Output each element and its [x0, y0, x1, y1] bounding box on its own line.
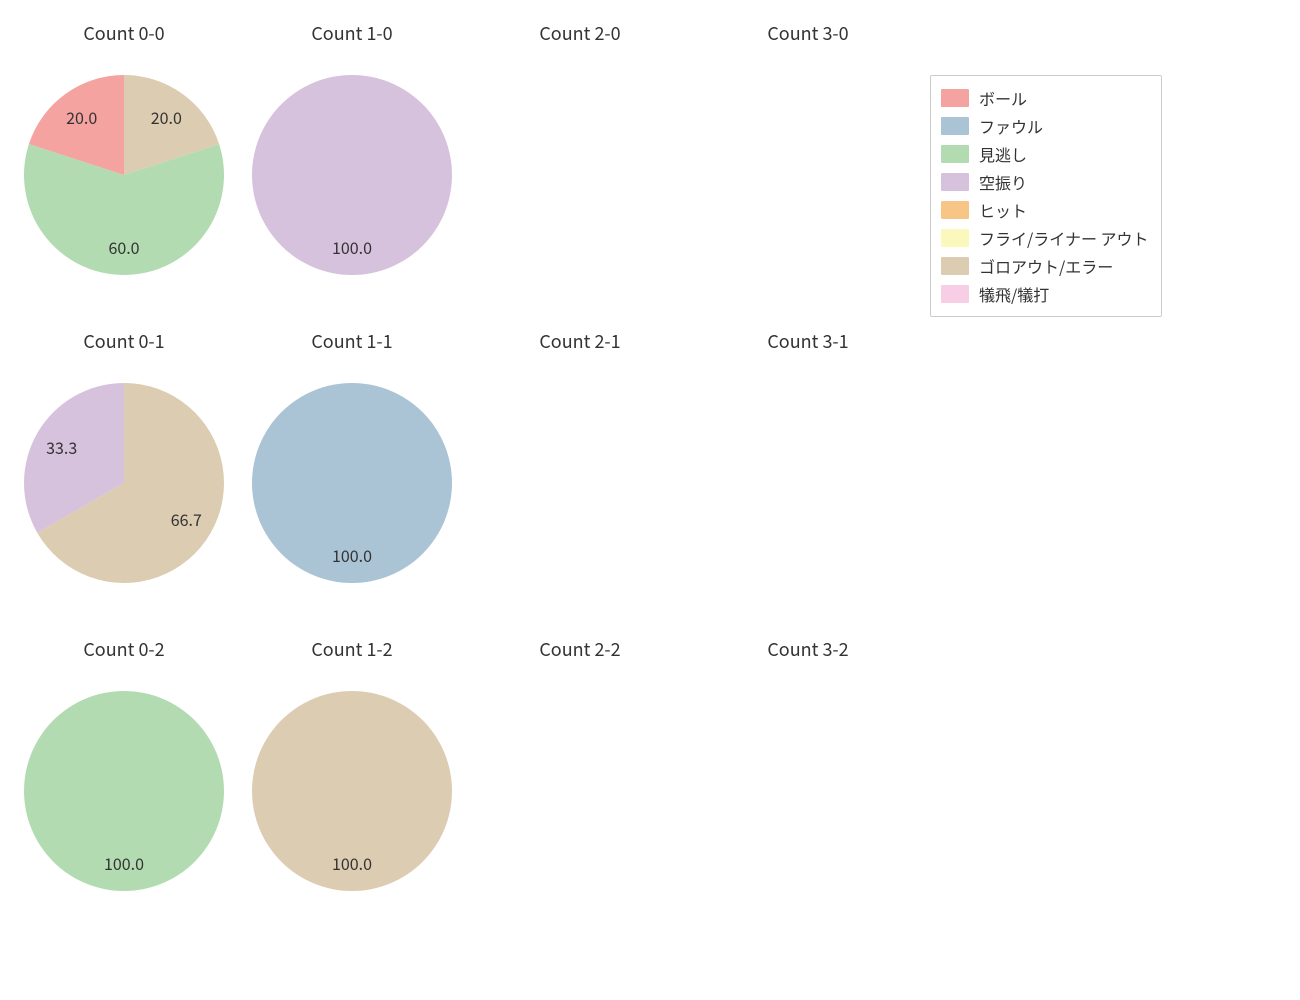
slice-label: 100.0	[104, 851, 144, 875]
pie-panel-2-0: Count 2-0	[466, 20, 694, 300]
slice-label: 33.3	[46, 435, 77, 459]
panel-title: Count 2-0	[466, 20, 694, 46]
pie-panel-0-2: Count 0-2 100.0	[10, 636, 238, 916]
panel-title: Count 0-1	[10, 328, 238, 354]
panel-title: Count 3-2	[694, 636, 922, 662]
legend-label: 見逃し	[979, 142, 1027, 166]
pie-wrap: 33.3 66.7	[24, 383, 224, 583]
slice-label: 20.0	[151, 105, 182, 129]
pie-wrap: 20.0 60.0 20.0	[24, 75, 224, 275]
panel-title: Count 1-0	[238, 20, 466, 46]
panel-title: Count 3-0	[694, 20, 922, 46]
legend-item: フライ/ライナー アウト	[941, 224, 1149, 252]
legend-item: 犠飛/犠打	[941, 280, 1149, 308]
panel-title: Count 3-1	[694, 328, 922, 354]
legend-swatch	[941, 201, 969, 219]
legend-label: ヒット	[979, 198, 1027, 222]
legend-label: 空振り	[979, 170, 1027, 194]
panel-title: Count 2-1	[466, 328, 694, 354]
panel-title: Count 1-1	[238, 328, 466, 354]
legend-swatch	[941, 173, 969, 191]
chart-grid: Count 0-020.060.020.0Count 1-0100.0Count…	[0, 0, 1300, 1000]
legend-item: ゴロアウト/エラー	[941, 252, 1149, 280]
panel-title: Count 0-0	[10, 20, 238, 46]
legend-label: ゴロアウト/エラー	[979, 254, 1113, 278]
legend-item: ファウル	[941, 112, 1149, 140]
panel-title: Count 1-2	[238, 636, 466, 662]
legend-swatch	[941, 89, 969, 107]
slice-label: 100.0	[332, 851, 372, 875]
pie-panel-0-1: Count 0-1 33.3 66.7	[10, 328, 238, 608]
pie-panel-1-2: Count 1-2 100.0	[238, 636, 466, 916]
pie-panel-3-2: Count 3-2	[694, 636, 922, 916]
slice-label: 66.7	[171, 507, 202, 531]
slice-label: 60.0	[108, 235, 139, 259]
legend-swatch	[941, 285, 969, 303]
pie-chart	[24, 383, 224, 583]
pie-panel-3-0: Count 3-0	[694, 20, 922, 300]
legend-label: フライ/ライナー アウト	[979, 226, 1149, 250]
legend-label: ボール	[979, 86, 1027, 110]
legend-item: ヒット	[941, 196, 1149, 224]
pie-wrap: 100.0	[24, 691, 224, 891]
panel-title: Count 0-2	[10, 636, 238, 662]
legend: ボールファウル見逃し空振りヒットフライ/ライナー アウトゴロアウト/エラー犠飛/…	[930, 75, 1162, 317]
legend-label: 犠飛/犠打	[979, 282, 1049, 306]
legend-item: 見逃し	[941, 140, 1149, 168]
pie-panel-1-0: Count 1-0 100.0	[238, 20, 466, 300]
panel-title: Count 2-2	[466, 636, 694, 662]
slice-label: 100.0	[332, 543, 372, 567]
pie-wrap: 100.0	[252, 75, 452, 275]
pie-panel-2-1: Count 2-1	[466, 328, 694, 608]
pie-panel-2-2: Count 2-2	[466, 636, 694, 916]
pie-wrap: 100.0	[252, 383, 452, 583]
legend-item: 空振り	[941, 168, 1149, 196]
slice-label: 20.0	[66, 105, 97, 129]
pie-panel-3-1: Count 3-1	[694, 328, 922, 608]
legend-swatch	[941, 145, 969, 163]
legend-label: ファウル	[979, 114, 1043, 138]
slice-label: 100.0	[332, 235, 372, 259]
pie-wrap: 100.0	[252, 691, 452, 891]
legend-swatch	[941, 117, 969, 135]
legend-item: ボール	[941, 84, 1149, 112]
legend-swatch	[941, 229, 969, 247]
legend-swatch	[941, 257, 969, 275]
pie-panel-0-0: Count 0-0 20.0 60.0 20.0	[10, 20, 238, 300]
pie-panel-1-1: Count 1-1 100.0	[238, 328, 466, 608]
